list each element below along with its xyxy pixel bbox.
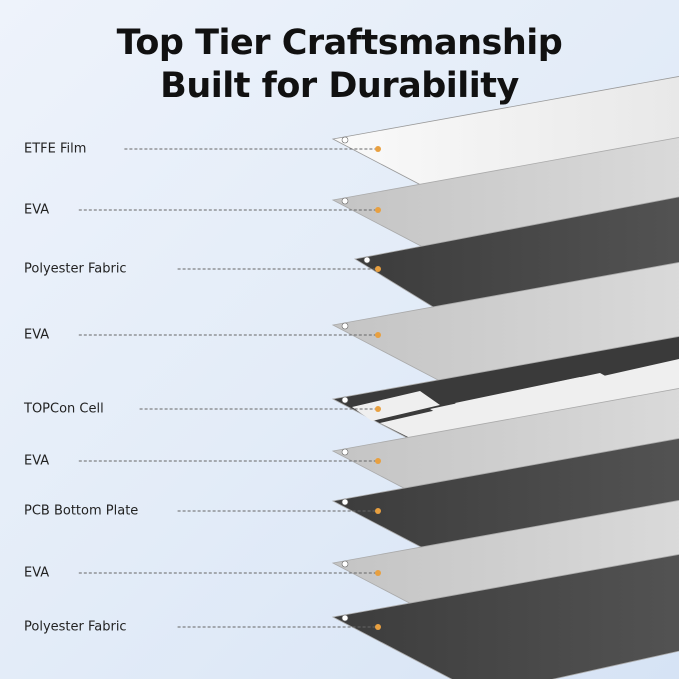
solar-cell xyxy=(430,373,640,433)
title-line-1: Top Tier Craftsmanship xyxy=(116,23,563,63)
layer-label: ETFE Film xyxy=(24,141,87,157)
marker-dot-icon xyxy=(375,570,381,576)
marker-dot-icon xyxy=(375,458,381,464)
layer-label: EVA xyxy=(24,327,50,343)
marker-dot-icon xyxy=(375,406,381,412)
layer-9-sheet xyxy=(331,554,679,679)
layer-label: EVA xyxy=(24,453,50,469)
layer-label: Polyester Fabric xyxy=(24,261,127,277)
layer-label: EVA xyxy=(24,565,50,581)
marker-dot-icon xyxy=(375,624,381,630)
layer-label: PCB Bottom Plate xyxy=(24,503,139,519)
marker-dot-icon xyxy=(375,332,381,338)
title-line-2: Built for Durability xyxy=(160,66,519,106)
solar-cell xyxy=(590,359,679,401)
marker-dot-icon xyxy=(375,207,381,213)
marker-dot-icon xyxy=(375,266,381,272)
marker-dot-icon xyxy=(375,146,381,152)
layer-label: EVA xyxy=(24,202,50,218)
marker-dot-icon xyxy=(375,508,381,514)
page-title: Top Tier Craftsmanship Built for Durabil… xyxy=(0,22,679,108)
layer-label: TOPCon Cell xyxy=(24,401,104,417)
solar-cell xyxy=(352,391,440,421)
layer-label: Polyester Fabric xyxy=(24,619,127,635)
